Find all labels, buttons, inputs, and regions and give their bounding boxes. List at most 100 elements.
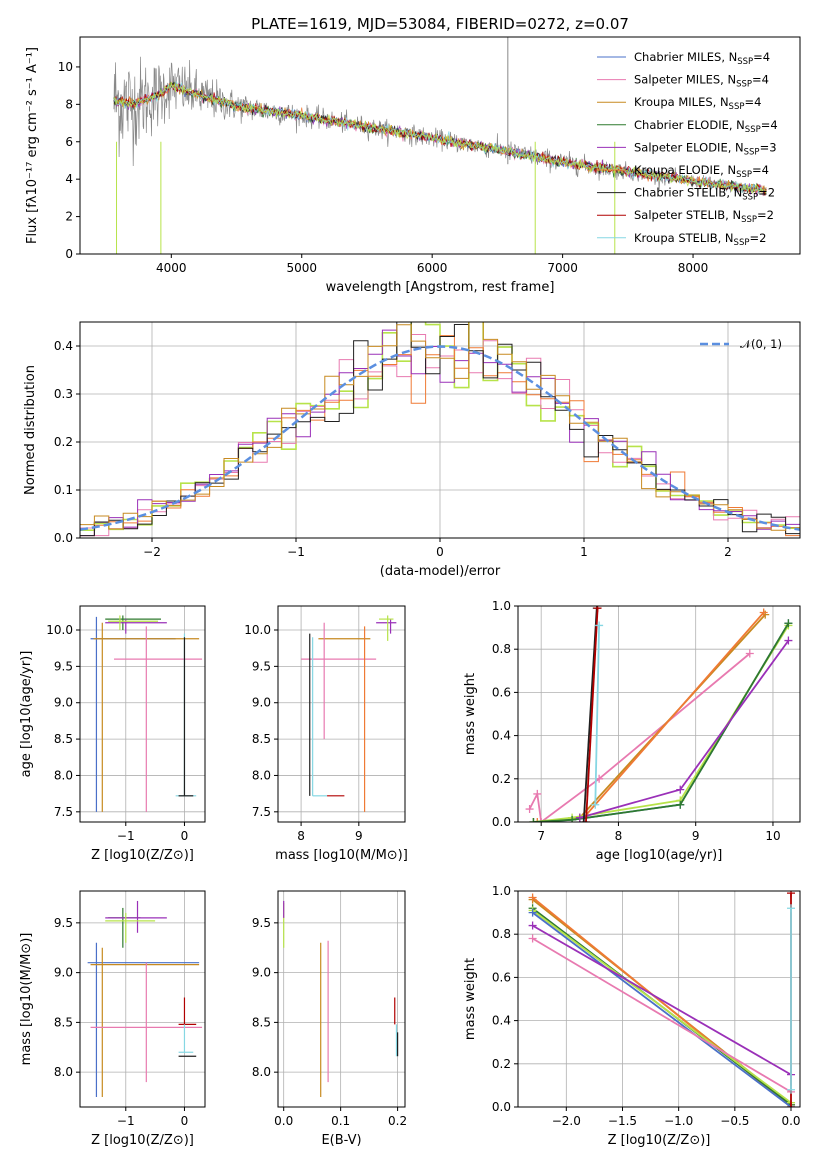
residuals-ytick-label: 0.3 xyxy=(54,387,73,401)
weight_age-point-marker xyxy=(595,621,604,630)
age_mass-point xyxy=(376,619,397,634)
age_mass-ytick-label: 8.5 xyxy=(252,732,271,746)
age_Z-point xyxy=(114,626,203,812)
weight_age-point-marker xyxy=(759,608,768,617)
weight_Z-ytick-label: 0.0 xyxy=(492,1100,511,1114)
weight_age-point-marker xyxy=(676,800,685,809)
mass_Z-plot-area xyxy=(87,900,203,1098)
mass_ebv-plot-area xyxy=(283,900,399,1098)
age_mass-ytick-label: 10.0 xyxy=(244,623,271,637)
weight_Z-frame xyxy=(517,890,801,1108)
weight_age-xtick-label: 8 xyxy=(615,829,623,843)
weight_age-ytick-label: 0.6 xyxy=(492,685,511,699)
mass_Z-ylabel: mass [log10(M/M⊙)] xyxy=(19,933,34,1066)
weight_age-xtick-label: 9 xyxy=(692,829,700,843)
spectrum-legend-label: Chabrier ELODIE, NSSP=4 xyxy=(634,118,778,135)
age_mass-point xyxy=(312,637,328,797)
weight_age-point-marker xyxy=(581,818,590,822)
age_mass-xtick-label: 8 xyxy=(297,829,305,843)
spectrum-legend-label: Kroupa STELIB, NSSP=2 xyxy=(634,231,766,248)
weight_age-point-marker xyxy=(568,815,577,822)
spectrum-axes: 4000 5000 6000 7000 8000 0 2 4 6 8 10 wavelength [A… xyxy=(25,36,801,295)
age_Z-axes: −1 0 7.5 8.0 8.5 9.0 9.5 10.0 Z [log10(Z/Z⊙)] age… xyxy=(19,605,206,863)
residuals-xtick-label: 1 xyxy=(580,545,588,559)
weight_Z-plot-area xyxy=(528,891,796,1107)
residuals-ytick-label: 0.2 xyxy=(54,435,73,449)
weight_age-axes: 7 8 9 10 0.0 0.2 0.4 0.6 0.8 1.0 age [log10(age/yr… xyxy=(463,599,801,863)
spectrum-ytick-label: 10 xyxy=(58,60,73,74)
weight_age-point-marker xyxy=(575,813,584,822)
weight_age-point-marker xyxy=(745,649,754,658)
spectrum-ytick-label: 4 xyxy=(65,172,73,186)
weight_age-point-marker xyxy=(529,818,538,822)
mass_Z-point xyxy=(178,997,197,1025)
mass_Z-xtick-label: −1 xyxy=(117,1114,135,1128)
weight_age-point-marker xyxy=(784,636,793,645)
weight_Z-xtick-label: −2.0 xyxy=(552,1114,581,1128)
weight_age-ytick-label: 0.8 xyxy=(492,642,511,656)
mass_ebv-ytick-label: 9.5 xyxy=(252,916,271,930)
spectrum-plot-area xyxy=(113,37,767,254)
spectrum-legend-label: Chabrier MILES, NSSP=4 xyxy=(634,50,770,67)
residuals-xtick-label: 2 xyxy=(724,545,732,559)
weight_age-xlabel: age [log10(age/yr)] xyxy=(596,848,723,863)
weight_Z-ylabel: mass weight xyxy=(463,958,478,1040)
age_Z-xlabel: Z [log10(Z/Z⊙)] xyxy=(91,848,194,863)
spectrum-legend-label: Salpeter STELIB, NSSP=2 xyxy=(634,208,774,225)
mass_Z-ytick-label: 8.5 xyxy=(54,1015,73,1029)
mass_ebv-axes: 0.0 0.1 0.2 8.0 8.5 9.0 9.5 E(B-V) xyxy=(252,890,407,1148)
age_Z-point xyxy=(108,615,159,630)
residuals-ytick-label: 0.4 xyxy=(54,339,73,353)
weight_Z-ytick-label: 0.8 xyxy=(492,927,511,941)
mass_Z-ytick-label: 8.0 xyxy=(54,1065,73,1079)
weight_age-series-line xyxy=(585,608,599,822)
weight_Z-series-line xyxy=(532,911,792,1107)
weight_Z-xtick-label: −0.5 xyxy=(720,1114,749,1128)
mass_Z-ytick-label: 9.5 xyxy=(54,916,73,930)
weight_Z-axes: −2.0 −1.5 −1.0 −0.5 0.0 0.0 0.2 0.4 0.6 0.8 1.0 Z [… xyxy=(463,884,801,1148)
mass_ebv-ytick-label: 8.5 xyxy=(252,1015,271,1029)
residuals-xlabel: (data-model)/error xyxy=(380,564,501,579)
residuals-ylabel: Normed distribution xyxy=(23,365,38,495)
mass_Z-point xyxy=(105,900,167,933)
mass_Z-xtick-label: 0 xyxy=(181,1114,189,1128)
age_Z-plot-area xyxy=(90,615,203,812)
weight_Z-point-marker xyxy=(528,934,537,943)
weight_age-point-marker xyxy=(676,785,685,794)
weight_Z-ytick-label: 1.0 xyxy=(492,884,511,898)
mass_ebv-xtick-label: 0.2 xyxy=(388,1114,407,1128)
weight_age-point-marker xyxy=(579,818,588,822)
weight_Z-point-marker xyxy=(528,893,537,902)
age_mass-point xyxy=(379,615,394,641)
weight_Z-point-marker xyxy=(528,921,537,930)
weight_age-point-marker xyxy=(591,800,600,809)
weight_Z-xtick-label: −1.0 xyxy=(664,1114,693,1128)
weight_age-ytick-label: 0.2 xyxy=(492,772,511,786)
weight_age-plot-area xyxy=(525,606,793,822)
weight_Z-point-marker xyxy=(787,904,796,913)
mass_ebv-frame xyxy=(277,890,406,1108)
residuals-ytick-label: 0.1 xyxy=(54,483,73,497)
age_mass-point xyxy=(301,622,377,740)
age_Z-ylabel: age [log10(age/yr)] xyxy=(19,651,34,778)
spectrum-ytick-label: 8 xyxy=(65,97,73,111)
spectrum-ylabel: Flux [fλ10⁻¹⁷ erg cm⁻² s⁻¹ A⁻¹] xyxy=(25,47,40,244)
weight_age-frame xyxy=(517,605,801,823)
mass_Z-point xyxy=(178,1024,194,1053)
spectrum-legend-label: Salpeter MILES, NSSP=4 xyxy=(634,73,769,90)
spectrum-xtick-label: 6000 xyxy=(417,261,448,275)
residuals-xtick-label: 0 xyxy=(436,545,444,559)
spectrum-legend-label: Chabrier STELIB, NSSP=2 xyxy=(634,186,775,203)
weight_age-xtick-label: 10 xyxy=(765,829,780,843)
weight_age-series-line xyxy=(582,608,598,822)
weight_age-point-marker xyxy=(593,606,602,613)
weight_age-ylabel: mass weight xyxy=(463,673,478,755)
mass_ebv-xtick-label: 0.1 xyxy=(331,1114,350,1128)
normal-pdf-line xyxy=(80,345,800,531)
weight_Z-point-marker xyxy=(787,1103,796,1107)
weight_age-point-marker xyxy=(784,619,793,628)
residuals-xtick-label: −1 xyxy=(287,545,305,559)
weight_age-ytick-label: 0.0 xyxy=(492,815,511,829)
